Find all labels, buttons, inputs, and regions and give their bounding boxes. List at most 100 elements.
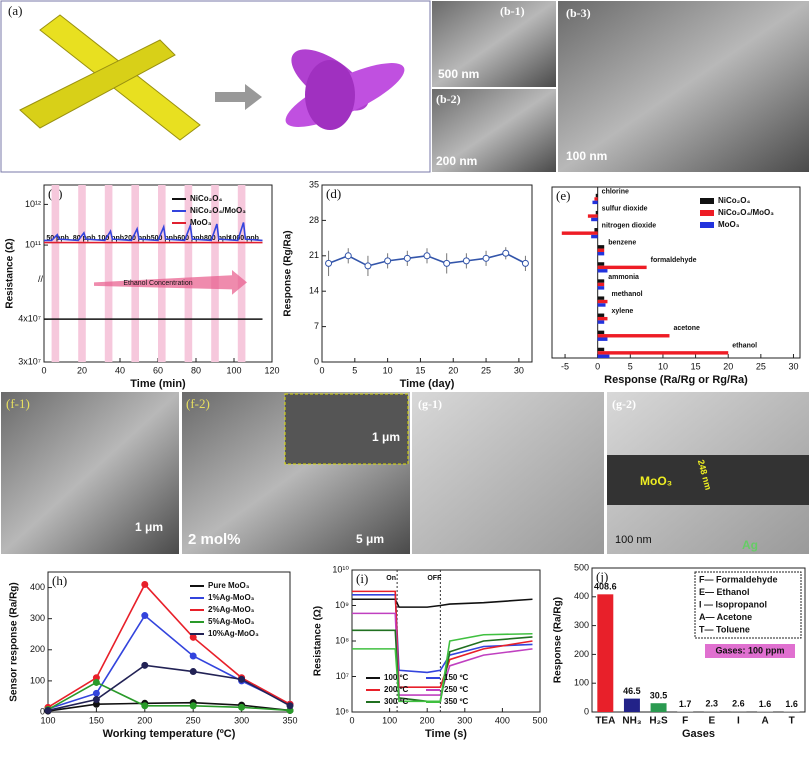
point (483, 255, 489, 261)
point (93, 679, 99, 685)
point (190, 703, 196, 709)
x-tick-label: 200 (137, 715, 152, 725)
panel-label: (g-1) (418, 397, 442, 411)
legend-label: NiCo₂O₄ (718, 196, 750, 205)
category-label: ethanol (732, 342, 757, 349)
x-tick-label: 10 (383, 365, 393, 375)
legend-label: 10%Ag-MoO₃ (208, 629, 259, 638)
y-tick-label: 400 (574, 591, 589, 601)
y-axis-label: Resistance (Ω) (313, 606, 324, 676)
point (463, 258, 469, 264)
axis-break: // (38, 274, 44, 284)
point (365, 263, 371, 269)
y-tick-label: 300 (30, 613, 45, 623)
bar (598, 334, 670, 337)
x-axis-label: Time (day) (400, 378, 455, 390)
note: MoO₃ (640, 474, 672, 488)
bar (598, 279, 605, 282)
y-tick-label: 10⁷ (336, 671, 349, 681)
x-tick-label: 300 (234, 715, 249, 725)
x-tick-label: TEA (595, 716, 615, 727)
x-tick-label: 350 (282, 715, 297, 725)
x-tick-label: 0 (41, 365, 46, 375)
value-label: 2.3 (706, 699, 719, 709)
arrow-label: Ethanol Concentration (123, 280, 192, 287)
legend-label: 100 ºC (384, 673, 408, 682)
legend-label: MoO₃ (190, 218, 212, 227)
exposure-band (158, 185, 166, 362)
x-tick-label: 300 (457, 715, 472, 725)
bar (598, 317, 608, 320)
x-tick-label: E (708, 716, 715, 727)
y-tick-label: 200 (574, 649, 589, 659)
x-tick-label: 25 (481, 365, 491, 375)
x-tick-label: 25 (756, 361, 766, 371)
panel-label: (h) (52, 573, 67, 588)
y-axis-label: Sensor response (Ra/Rg) (9, 582, 20, 701)
scale-bar-label: 5 μm (356, 532, 384, 546)
y-tick-label: 7 (314, 321, 319, 331)
annotation: On (386, 575, 396, 582)
scale-bar-label: 100 nm (566, 149, 607, 163)
legend-label: 1%Ag-MoO₃ (208, 593, 255, 602)
y-axis-label: Response (Rg/Ra) (283, 230, 294, 316)
series-line (352, 599, 532, 607)
point (345, 253, 351, 259)
panel-label: (b-1) (500, 4, 525, 18)
bar (598, 355, 610, 358)
note: F— Formaldehyde (699, 574, 778, 584)
x-tick-label: 0 (319, 365, 324, 375)
x-tick-label: 30 (788, 361, 798, 371)
point (424, 253, 430, 259)
category-label: nitrogen dioxide (602, 223, 657, 230)
bar (596, 211, 598, 214)
exposure-band (78, 185, 86, 362)
x-tick-label: 5 (352, 365, 357, 375)
x-tick-label: 20 (448, 365, 458, 375)
x-tick-label: 15 (415, 365, 425, 375)
value-label: 1.6 (785, 699, 798, 709)
bar (598, 348, 605, 351)
panel-label: (i) (356, 571, 368, 586)
point (522, 260, 528, 266)
panel-label: (f-2) (186, 396, 210, 411)
x-axis-label: Time (min) (130, 378, 186, 390)
y-tick-label: 200 (30, 644, 45, 654)
x-tick-label: 40 (115, 365, 125, 375)
x-tick-label: F (682, 716, 688, 727)
y-tick-label: 10¹² (25, 199, 41, 209)
bar (598, 331, 605, 334)
x-tick-label: 150 (89, 715, 104, 725)
y-tick-label: 28 (309, 215, 319, 225)
x-tick-label: T (789, 716, 795, 727)
scale-bar-label: 100 nm (615, 534, 652, 546)
x-tick-label: 80 (191, 365, 201, 375)
x-tick-label: 0 (349, 715, 354, 725)
exposure-band (131, 185, 139, 362)
y-tick-label: 21 (309, 250, 319, 260)
point (444, 260, 450, 266)
value-label: 1.7 (679, 699, 692, 709)
category-label: xylene (611, 308, 633, 315)
legend-label: 2%Ag-MoO₃ (208, 605, 255, 614)
x-tick-label: 200 (420, 715, 435, 725)
y-tick-label: 400 (30, 582, 45, 592)
y-tick-label: 500 (574, 562, 589, 572)
y-tick-label: 10¹⁰ (332, 564, 349, 574)
y-tick-label: 100 (30, 675, 45, 685)
bar (562, 231, 598, 234)
point (503, 250, 509, 256)
x-tick-label: 120 (264, 365, 279, 375)
point (404, 255, 410, 261)
point (190, 653, 196, 659)
note: A— Acetone (699, 612, 752, 622)
y-tick-label: 14 (309, 286, 319, 296)
point (93, 690, 99, 696)
panel-label: (b-3) (566, 6, 591, 20)
sem-image (558, 1, 809, 172)
bar (598, 320, 605, 323)
y-tick-label: 10⁹ (335, 600, 349, 610)
panel-label: (e) (556, 188, 570, 203)
bar (598, 337, 608, 340)
category-label: acetone (673, 325, 700, 332)
